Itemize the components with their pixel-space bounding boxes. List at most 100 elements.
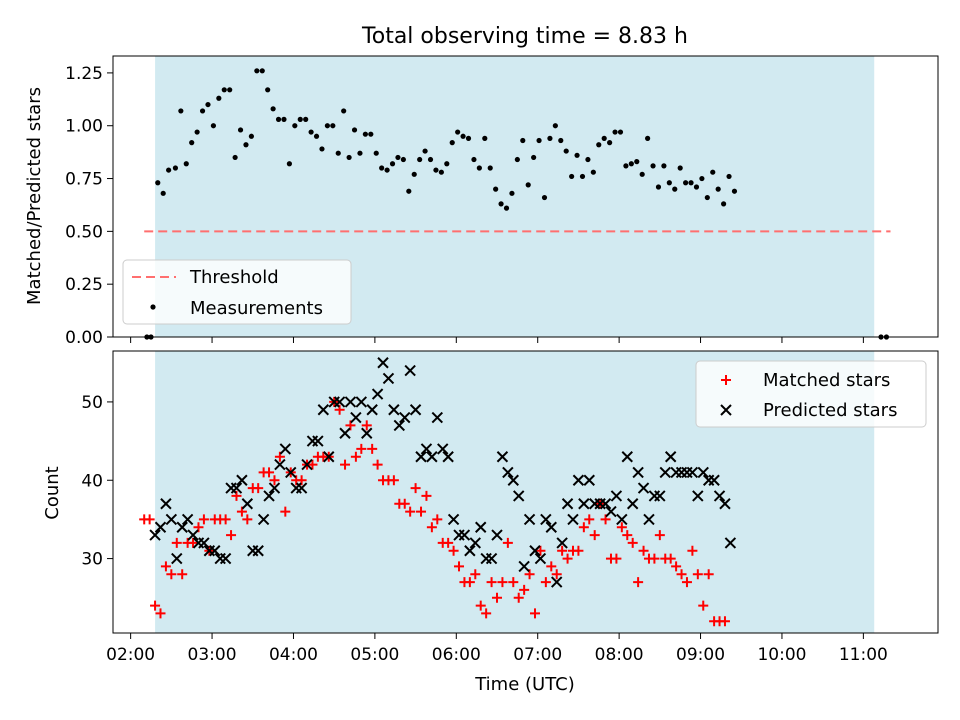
- measurement-point: [216, 95, 222, 101]
- measurement-point: [493, 186, 499, 192]
- predicted-star-point: [485, 552, 498, 565]
- measurement-point: [672, 186, 678, 192]
- measurement-point: [183, 161, 189, 167]
- matched-star-point: [242, 514, 253, 525]
- matched-star-point: [535, 545, 546, 556]
- measurement-point: [444, 161, 450, 167]
- predicted-star-point: [371, 388, 384, 400]
- predicted-star-point: [274, 458, 286, 471]
- measurement-point: [623, 163, 629, 169]
- x-tick-label: 09:00: [676, 645, 725, 665]
- x-tick-label: 04:00: [269, 645, 318, 665]
- predicted-star-point: [545, 521, 557, 533]
- matched-star-point: [540, 577, 551, 588]
- matched-star-point: [443, 537, 454, 548]
- predicted-star-point: [361, 427, 373, 439]
- matched-star-point: [220, 514, 231, 525]
- measurement-point: [590, 169, 596, 175]
- x-tick-label: 02:00: [106, 645, 155, 665]
- y-tick-label: 0.00: [65, 328, 103, 348]
- measurement-point: [411, 171, 417, 177]
- matched-star-point: [627, 537, 638, 548]
- measurement-point: [373, 150, 379, 156]
- matched-star-point: [529, 608, 540, 619]
- predicted-star-point: [464, 545, 476, 557]
- predicted-star-point: [523, 513, 536, 526]
- predicted-star-point: [578, 498, 590, 510]
- predicted-star-point: [176, 521, 188, 533]
- top-y-ticks: 0.00 0.25 0.50 0.75 1.00 1.25: [65, 64, 113, 348]
- matched-star-point: [144, 514, 155, 525]
- matched-star-point: [307, 459, 318, 470]
- matched-star-point: [649, 553, 660, 564]
- measurement-point: [362, 131, 368, 137]
- ratio-panel: 0.00 0.25 0.50 0.75 1.00 1.25 Total observing…: [24, 24, 939, 348]
- measurement-point: [509, 190, 515, 196]
- top-legend: Threshold Measurements: [122, 259, 352, 325]
- x-tick-label: 05:00: [350, 645, 399, 665]
- matched-star-point: [372, 459, 383, 470]
- predicted-star-point: [599, 498, 612, 510]
- predicted-star-point: [323, 451, 335, 463]
- matched-star-point: [611, 553, 622, 564]
- measurement-point: [422, 148, 428, 154]
- measurement-point: [547, 135, 553, 141]
- matched-star-point: [703, 569, 714, 580]
- predicted-star-point: [513, 490, 525, 502]
- matched-star-point: [432, 514, 443, 525]
- matched-star-point: [633, 577, 644, 588]
- measurement-point: [465, 135, 472, 141]
- predicted-star-point: [350, 411, 362, 424]
- measurement-points: [144, 68, 890, 340]
- matched-star-point: [508, 577, 519, 588]
- matched-star-point: [160, 561, 171, 572]
- matched-star-point: [551, 569, 562, 580]
- matched-star-point: [150, 600, 161, 611]
- legend-box: [122, 259, 352, 325]
- predicted-star-point: [355, 396, 368, 408]
- y-tick-label: 50: [81, 393, 103, 413]
- predicted-star-point: [181, 513, 194, 526]
- matched-star-point: [388, 475, 399, 486]
- matched-star-point: [665, 553, 676, 564]
- x-tick-label: 10:00: [757, 645, 806, 665]
- matched-star-point: [513, 592, 524, 603]
- predicted-star-point: [654, 490, 666, 502]
- measurement-point: [552, 123, 558, 129]
- measurement-point: [731, 188, 738, 194]
- predicted-star-point: [268, 482, 281, 494]
- matched-star-point: [681, 577, 692, 588]
- matched-star-point: [589, 530, 600, 541]
- predicted-star-point: [209, 545, 221, 557]
- predicted-star-point: [301, 458, 313, 471]
- legend-label: Threshold: [189, 267, 279, 288]
- measurement-point: [384, 167, 390, 173]
- measurement-point: [688, 180, 694, 186]
- measurement-point: [460, 133, 466, 139]
- predicted-star-point: [236, 474, 248, 486]
- predicted-star-point: [393, 419, 406, 432]
- predicted-star-point: [605, 505, 617, 518]
- measurement-point: [650, 163, 656, 169]
- matched-star-point: [454, 561, 465, 572]
- measurement-point: [221, 87, 227, 93]
- predicted-star-point: [572, 474, 585, 486]
- legend-label: Measurements: [190, 298, 323, 319]
- matched-star-point: [226, 530, 237, 541]
- matched-star-point: [546, 561, 557, 572]
- predicted-star-point: [312, 435, 324, 447]
- measurement-point: [520, 137, 526, 144]
- matched-star-point: [502, 537, 513, 548]
- measurement-point: [596, 142, 602, 148]
- matched-star-point: [198, 514, 209, 525]
- matched-star-point: [177, 569, 188, 580]
- top-x-ticks: [130, 337, 864, 343]
- bottom-y-axis-label: Count: [42, 466, 63, 519]
- measurement-point: [726, 173, 732, 180]
- predicted-star-point: [518, 560, 530, 573]
- matched-star-point: [584, 514, 595, 525]
- predicted-star-point: [333, 396, 346, 408]
- predicted-star-point: [404, 364, 416, 377]
- matched-star-point: [253, 483, 264, 494]
